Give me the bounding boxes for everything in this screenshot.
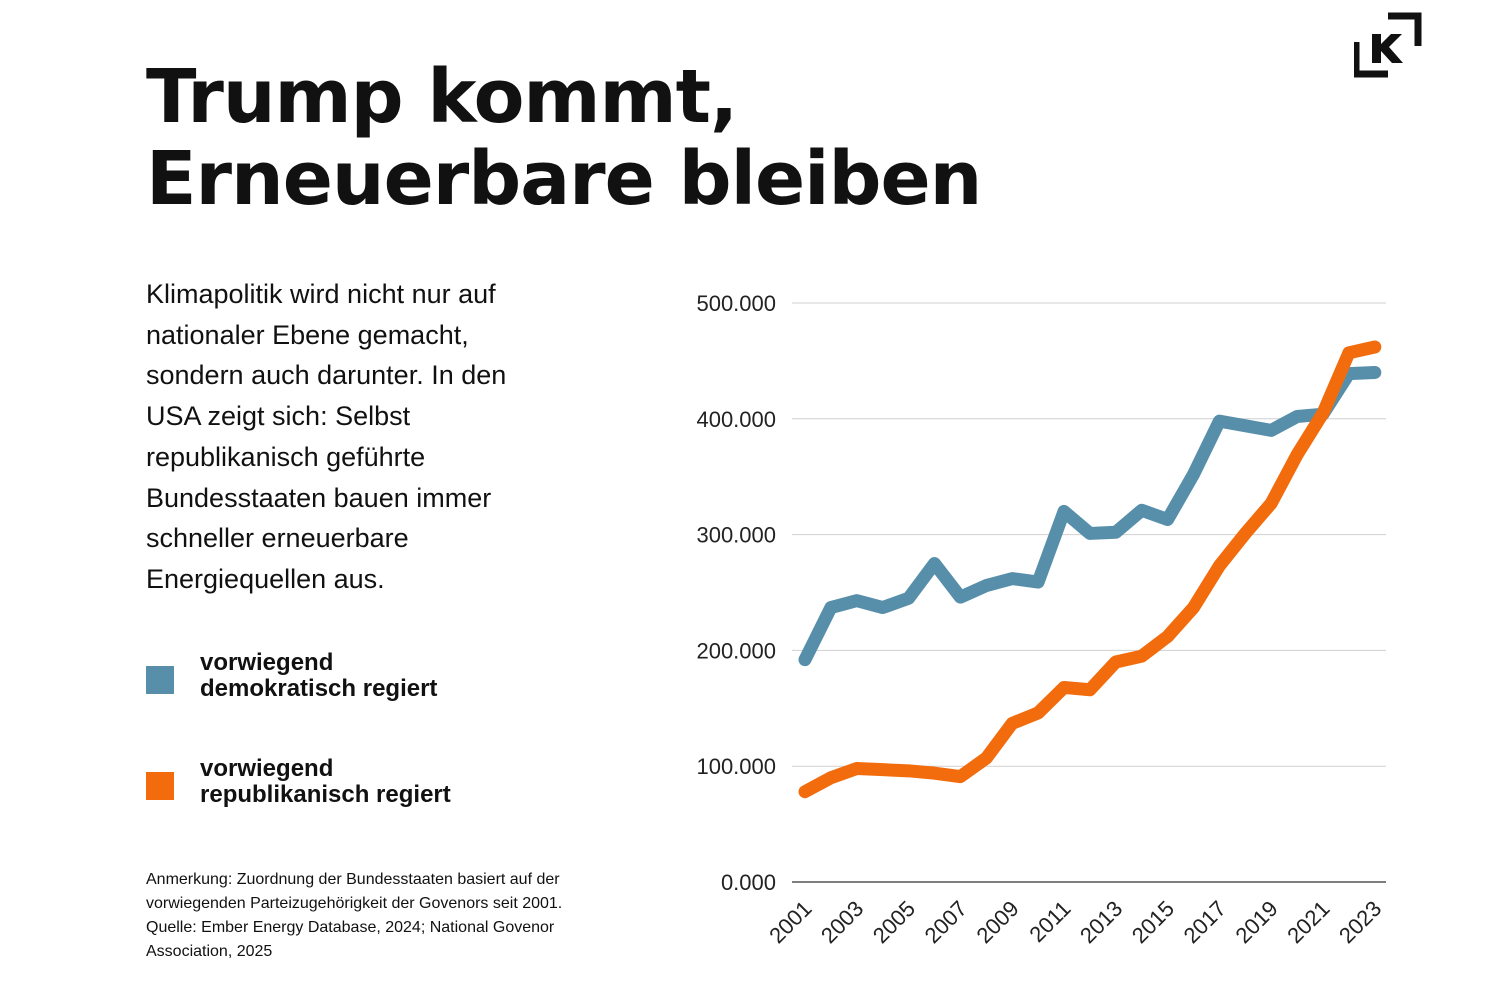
series-line-democratic xyxy=(798,365,1382,667)
legend-swatch-democratic xyxy=(146,666,174,694)
y-tick-label: 0.000 xyxy=(721,870,776,895)
y-tick-label: 100.000 xyxy=(696,754,776,779)
x-tick-label: 2023 xyxy=(1334,896,1386,948)
brand-logo xyxy=(1354,12,1422,78)
x-tick-label: 2001 xyxy=(764,896,816,948)
x-tick-label: 2017 xyxy=(1179,896,1231,948)
intro-text: Klimapolitik wird nicht nur auf national… xyxy=(146,279,507,594)
legend-swatch-republican xyxy=(146,772,174,800)
y-tick-label: 300.000 xyxy=(696,523,776,548)
x-tick-label: 2011 xyxy=(1024,896,1075,947)
x-tick-label: 2015 xyxy=(1127,896,1179,948)
x-tick-label: 2009 xyxy=(971,896,1023,948)
x-tick-label: 2021 xyxy=(1282,896,1334,948)
x-tick-label: 2019 xyxy=(1230,896,1282,948)
x-tick-label: 2003 xyxy=(816,896,868,948)
page-title: Trump kommt, Erneuerbare bleiben xyxy=(146,54,982,222)
legend-label-republican: vorwiegend republikanisch regiert xyxy=(200,755,451,808)
title-line-1: Trump kommt, xyxy=(146,54,738,140)
source-note: Anmerkung: Zuordnung der Bundesstaaten b… xyxy=(146,871,563,960)
y-tick-label: 400.000 xyxy=(696,407,776,432)
x-tick-label: 2013 xyxy=(1075,896,1127,948)
y-tick-label: 200.000 xyxy=(696,638,776,663)
x-tick-label: 2007 xyxy=(920,896,972,948)
x-tick-label: 2005 xyxy=(868,896,920,948)
legend-label-democratic: vorwiegend demokratisch regiert xyxy=(200,649,438,702)
title-line-2: Erneuerbare bleiben xyxy=(146,136,982,222)
y-tick-label: 500.000 xyxy=(696,291,776,316)
